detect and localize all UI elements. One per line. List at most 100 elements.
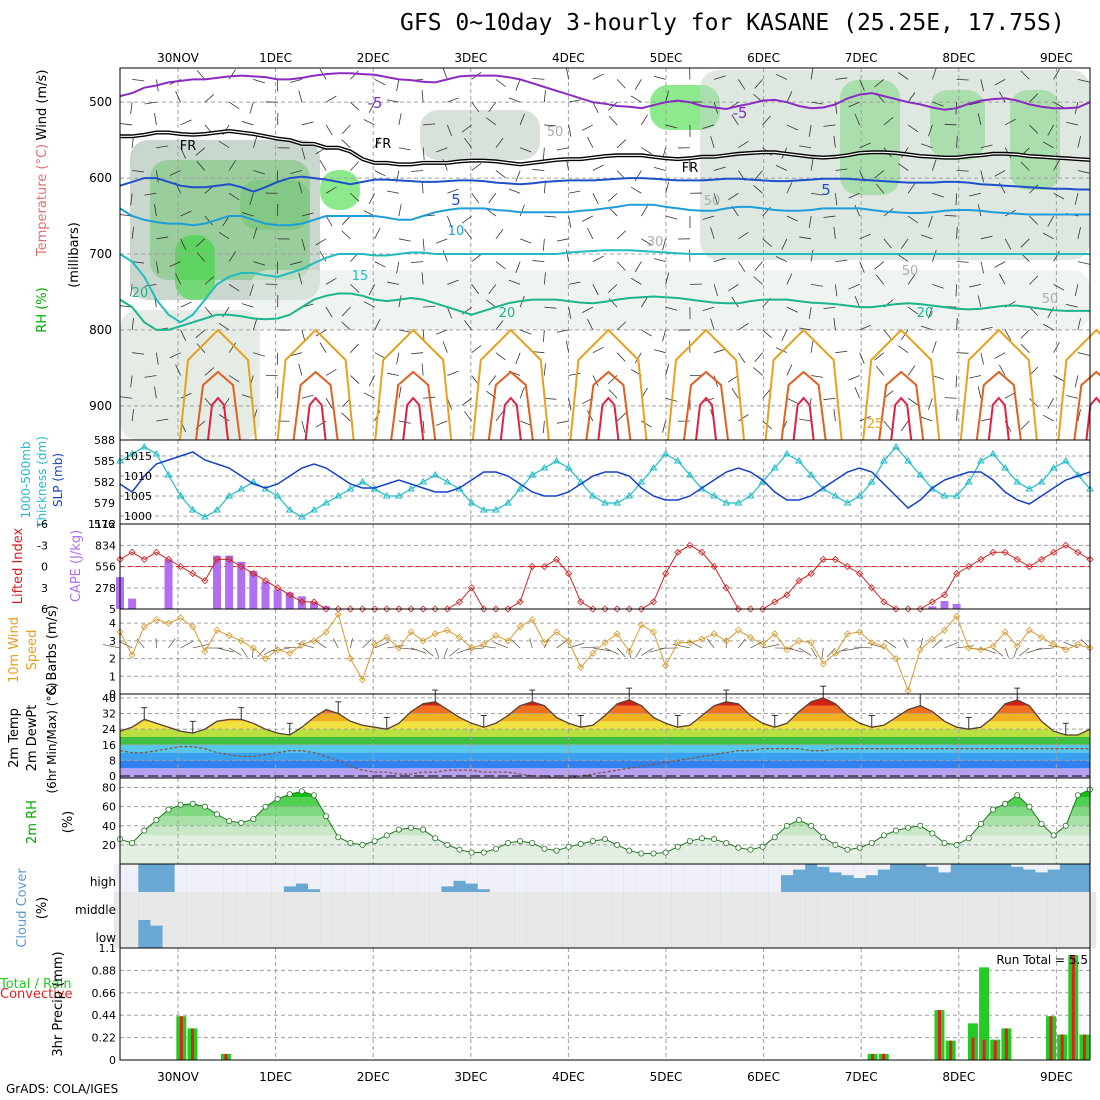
wind-barb [592,73,604,80]
wind-barb [898,163,909,171]
dewpoint-line [119,746,1090,779]
precip-convective-bar [1049,1016,1053,1060]
temp-band [120,736,1090,745]
lifted-index-point [892,605,900,613]
wind-barb [859,352,865,364]
wind-barb [568,372,581,376]
wind-barb [928,307,933,319]
temp-tick-label: 32 [102,708,116,721]
wind-barb [592,164,604,171]
wind-barb [641,647,654,656]
wind-barb [969,375,981,379]
cloud-cell [332,864,345,892]
wind-barb [1029,215,1039,225]
isotherm-25 [959,328,1038,441]
thickness-point [346,485,355,492]
rh-shading [175,235,215,300]
wind-barb [854,204,860,217]
wind-barb [635,647,642,658]
wind-barb [204,93,215,103]
isotherm-25 [374,328,453,441]
cape-tick-label: 5 [109,603,116,616]
wind-barb [341,124,351,134]
wind-barb [196,161,206,171]
cloud-cell [1059,920,1072,948]
cloud-cell [332,920,345,948]
wind-speed-point [880,642,888,650]
rh-axis-label: RH (%) [35,287,50,332]
cloud-cell [198,864,212,892]
wind-barb [301,147,306,160]
wind-barb [422,147,425,160]
wind-barb [556,238,569,242]
wind-barb [325,277,337,285]
temp-band [120,721,1090,730]
cloud-cell [392,892,406,920]
wind-barb [920,143,933,149]
thickness-point [989,450,997,457]
wind-barb [641,205,648,217]
li-tick-label: 0 [41,561,48,574]
thickness-panel [116,440,1094,524]
pressure-tick-label: 900 [89,399,112,413]
wind-speed-point [1050,640,1058,648]
cloud-cell [271,892,284,920]
wind-barb [421,272,424,285]
cloud-cell [635,920,648,948]
wind-barb [874,352,885,361]
lifted-index-point [953,570,961,578]
cloud-cell [247,864,260,892]
lifted-index-point [880,598,888,606]
wind-barb [592,375,599,387]
thickness-point [407,485,415,492]
cloud-cell [162,920,175,948]
cloud-cell [477,864,490,890]
wind-barb [386,645,405,649]
lifted-index-point [649,598,658,606]
isotherm-30 [975,370,1022,441]
wind-barb [874,79,885,88]
lifted-index-point [455,598,464,606]
lifted-index-point [298,598,306,606]
wind-barb [249,193,254,205]
thickness-line [119,446,1091,518]
contour-label: -5 [368,94,383,112]
wind-barb [799,418,812,422]
top-date-label: 5DEC [650,51,683,65]
wind-barb [155,352,159,365]
wind-barb [368,284,375,296]
cloud-axis-label: Cloud Cover [15,868,30,948]
thickness-point [649,464,658,471]
wind-speed-point [819,660,827,668]
temp-band [120,768,1090,778]
rh-point [1050,832,1057,839]
cloud-cell [696,920,709,948]
thickness-point [200,513,209,520]
wind-barb [616,647,626,658]
lifted-index-point [334,605,342,613]
wind-speed-point [261,655,270,663]
wind-barb [565,340,570,353]
cape-bar [261,581,270,609]
wind-barb [1074,375,1079,388]
wind-speed-point [1062,646,1070,654]
isotherm-30 [292,370,339,441]
wind-speed-point [771,630,779,638]
wind-barb [195,329,206,339]
precip-tick-label: 0 [109,1054,116,1067]
rh-point [771,834,778,841]
rh-point [832,841,839,848]
wind-barb [811,192,824,196]
cloud-cell [744,892,757,920]
cloud-cell [429,920,442,948]
rh-point [480,849,487,856]
wind-barb [1029,124,1039,134]
wind-barb [180,301,192,308]
cloud-cell [780,864,794,876]
wind-barb [486,208,497,217]
wind-barb [298,181,303,194]
rh-point [614,841,621,848]
wind-barb [252,318,258,331]
wind-speed-point [856,628,864,636]
cloud-cell [683,920,697,948]
